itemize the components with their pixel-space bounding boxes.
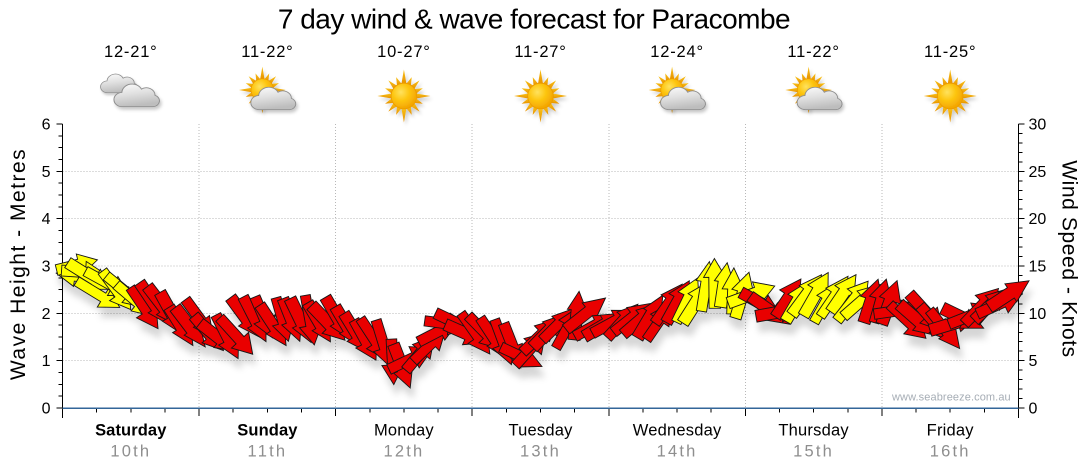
- svg-text:14th: 14th: [657, 443, 698, 461]
- svg-text:11th: 11th: [248, 443, 288, 461]
- svg-text:5: 5: [1029, 353, 1038, 370]
- svg-text:15: 15: [1029, 259, 1047, 276]
- svg-text:16th: 16th: [930, 443, 971, 461]
- svg-text:0: 0: [1029, 401, 1038, 418]
- svg-text:www.seabreeze.com.au: www.seabreeze.com.au: [891, 392, 1011, 404]
- svg-text:7 day wind & wave forecast for: 7 day wind & wave forecast for Paracombe: [278, 4, 790, 35]
- svg-text:Wave Height - Metres: Wave Height - Metres: [7, 148, 30, 380]
- svg-text:Friday: Friday: [927, 422, 975, 440]
- svg-text:11-22°: 11-22°: [241, 43, 293, 61]
- svg-text:Tuesday: Tuesday: [508, 422, 573, 440]
- svg-text:Sunday: Sunday: [237, 422, 298, 440]
- svg-text:20: 20: [1029, 211, 1047, 228]
- svg-text:15th: 15th: [793, 443, 834, 461]
- svg-text:12th: 12th: [383, 443, 424, 461]
- svg-text:3: 3: [42, 259, 51, 276]
- svg-text:Wind Speed - Knots: Wind Speed - Knots: [1058, 160, 1080, 358]
- svg-text:1: 1: [42, 353, 51, 370]
- svg-text:10-27°: 10-27°: [377, 43, 431, 61]
- svg-text:2: 2: [42, 306, 51, 323]
- svg-text:Monday: Monday: [374, 422, 434, 440]
- svg-text:10: 10: [1029, 306, 1047, 323]
- svg-text:Wednesday: Wednesday: [633, 422, 722, 440]
- svg-text:12-24°: 12-24°: [650, 43, 704, 61]
- svg-text:11-25°: 11-25°: [924, 43, 976, 61]
- svg-text:Saturday: Saturday: [95, 422, 167, 440]
- svg-text:6: 6: [42, 117, 51, 134]
- svg-text:11-22°: 11-22°: [787, 43, 839, 61]
- svg-text:10th: 10th: [110, 443, 151, 461]
- svg-text:4: 4: [42, 211, 51, 228]
- svg-text:Thursday: Thursday: [778, 422, 849, 440]
- svg-text:5: 5: [42, 164, 51, 181]
- svg-text:12-21°: 12-21°: [104, 43, 158, 61]
- svg-text:25: 25: [1029, 164, 1047, 181]
- svg-text:0: 0: [42, 401, 51, 418]
- svg-text:11-27°: 11-27°: [514, 43, 566, 61]
- svg-text:13th: 13th: [520, 443, 561, 461]
- svg-text:30: 30: [1029, 117, 1047, 134]
